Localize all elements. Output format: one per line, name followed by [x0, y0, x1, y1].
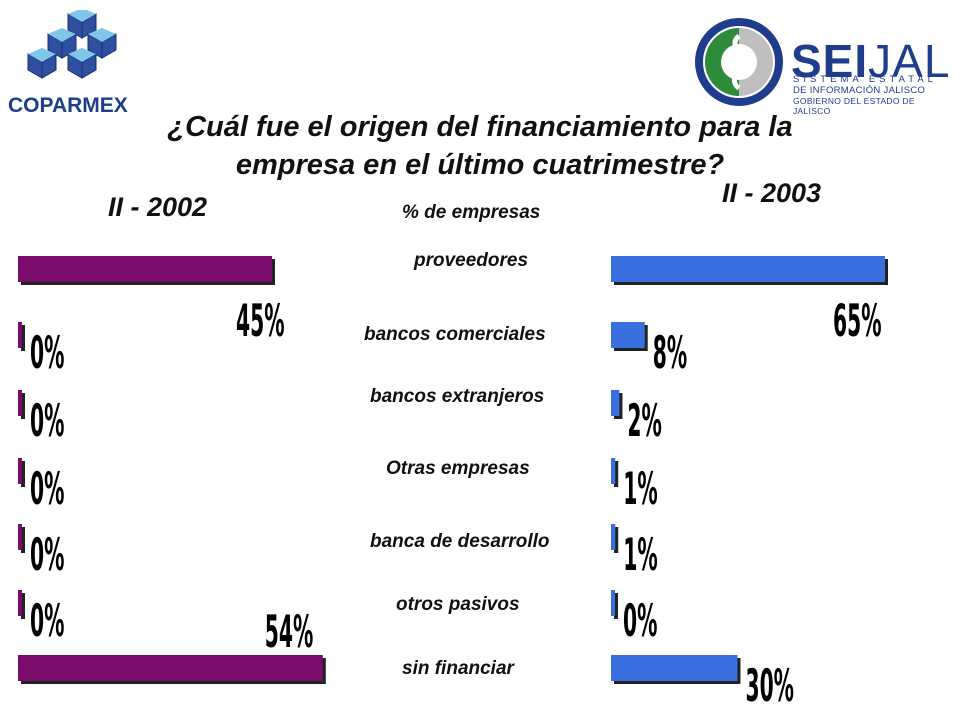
seijal-line-3: GOBIERNO DEL ESTADO DE JALISCO	[793, 96, 915, 116]
category-label-bancos-comerciales: bancos comerciales	[364, 324, 546, 345]
value-label-2002-proveedores: 45%	[236, 296, 285, 347]
bar-2003-bancos-extranjeros	[611, 390, 620, 416]
coparmex-logo-text: COPARMEX	[8, 94, 128, 117]
bar-2002-bancos-extranjeros	[18, 390, 22, 416]
bar-2002-otros-pasivos	[18, 590, 22, 616]
bar-2003-otros-pasivos	[611, 590, 615, 616]
bar-2002-bancos-comerciales	[18, 322, 22, 348]
bar-shadow-0-banca-de-desarrollo	[21, 527, 25, 553]
bar-2003-sin-financiar	[611, 655, 738, 681]
category-label-proveedores: proveedores	[414, 250, 529, 271]
series-label-2003: II - 2003	[722, 178, 822, 208]
value-label-2002-bancos-extranjeros: 0%	[30, 396, 64, 447]
value-label-2003-otras-empresas: 1%	[623, 464, 657, 515]
bar-shadow-1-otras-empresas	[614, 461, 619, 487]
category-label-otros-pasivos: otros pasivos	[396, 594, 520, 615]
value-label-2003-banca-de-desarrollo: 1%	[623, 530, 657, 581]
bar-2002-banca-de-desarrollo	[18, 524, 22, 550]
bar-2003-otras-empresas	[611, 458, 616, 484]
bar-shadow-0-bancos-comerciales	[21, 325, 25, 351]
bar-shadow-0-bancos-extranjeros	[21, 393, 25, 419]
chart-title-line-2: empresa en el último cuatrimestre?	[235, 149, 725, 181]
seijal-logo: SEIJAL SISTEMA ESTATAL DE INFORMACIÓN JA…	[695, 18, 949, 116]
series-label-2002: II - 2002	[108, 192, 208, 222]
bar-shadow-0-otros-pasivos	[21, 593, 25, 619]
value-label-2003-bancos-comerciales: 8%	[653, 328, 687, 379]
value-label-2003-bancos-extranjeros: 2%	[627, 396, 661, 447]
bar-2002-otras-empresas	[18, 458, 22, 484]
bar-shadow-1-otros-pasivos	[614, 593, 618, 619]
value-label-2002-bancos-comerciales: 0%	[30, 328, 64, 379]
value-label-2002-sin-financiar: 54%	[265, 607, 314, 658]
bar-2003-banca-de-desarrollo	[611, 524, 616, 550]
coparmex-emblem-icon	[27, 8, 117, 79]
chart-title: ¿Cuál fue el origen del financiamiento p…	[60, 108, 900, 184]
value-label-2002-otras-empresas: 0%	[30, 464, 64, 515]
value-label-2002-banca-de-desarrollo: 0%	[30, 530, 64, 581]
bar-2003-bancos-comerciales	[611, 322, 645, 348]
seijal-line-1: SISTEMA ESTATAL	[793, 74, 937, 85]
category-label-bancos-extranjeros: bancos extranjeros	[370, 386, 545, 407]
seijal-jal-text: JAL	[868, 35, 951, 87]
value-label-2003-otros-pasivos: 0%	[623, 596, 657, 647]
bar-2002-proveedores	[18, 256, 272, 282]
category-label-banca-de-desarrollo: banca de desarrollo	[370, 531, 550, 552]
bar-2003-proveedores	[611, 256, 885, 282]
value-label-2002-otros-pasivos: 0%	[30, 596, 64, 647]
chart-title-line-1: ¿Cuál fue el origen del financiamiento p…	[167, 111, 793, 143]
category-label-sin-financiar: sin financiar	[402, 658, 514, 679]
bar-shadow-1-banca-de-desarrollo	[614, 527, 619, 553]
value-label-2003-sin-financiar: 30%	[745, 661, 794, 712]
seijal-sei-text: SEI	[791, 35, 869, 87]
seijal-emblem-icon	[695, 18, 783, 106]
coparmex-logo: COPARMEX	[8, 8, 148, 120]
unit-label: % de empresas	[402, 202, 541, 223]
seijal-line-2: DE INFORMACIÓN JALISCO	[793, 85, 926, 96]
bar-shadow-0-otras-empresas	[21, 461, 25, 487]
bar-2002-sin-financiar	[18, 655, 323, 681]
value-label-2003-proveedores: 65%	[833, 296, 882, 347]
category-label-otras-empresas: Otras empresas	[386, 458, 530, 479]
